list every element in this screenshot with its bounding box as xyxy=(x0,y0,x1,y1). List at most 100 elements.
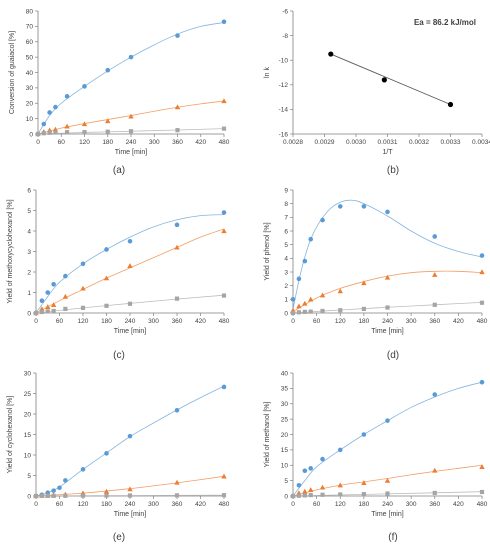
data-point xyxy=(50,302,57,307)
panel-label: (e) xyxy=(113,532,125,543)
y-tick-label: -16 xyxy=(279,131,289,138)
data-point xyxy=(174,244,180,250)
data-point xyxy=(361,432,367,437)
data-point xyxy=(174,493,180,498)
y-tick-label: 15 xyxy=(24,432,32,439)
y-tick-label: 3 xyxy=(284,269,288,276)
y-tick-label: 35 xyxy=(281,386,289,393)
y-tick-label: 1 xyxy=(284,297,288,304)
data-point xyxy=(35,131,41,137)
data-point xyxy=(174,104,181,110)
data-point xyxy=(302,468,308,474)
data-point xyxy=(302,309,307,315)
x-tick-label: 480 xyxy=(219,139,230,146)
x-tick-label: 180 xyxy=(358,318,369,325)
data-point xyxy=(57,485,62,491)
data-point xyxy=(296,493,302,498)
x-tick-label: 180 xyxy=(101,318,112,325)
data-point xyxy=(45,290,51,295)
data-point xyxy=(53,104,58,110)
data-point xyxy=(290,297,296,302)
chart-panel-a: 0 10 20 30 40 50 60 70 80 0 60 120 180 240 300 360 420 48… xyxy=(9,8,230,176)
data-point xyxy=(127,433,133,439)
y-axis-label: Yield of phenol [%] xyxy=(264,222,271,280)
y-tick-label: 6 xyxy=(284,228,288,235)
x-tick-label: 360 xyxy=(429,318,440,325)
data-point xyxy=(47,110,52,115)
data-point xyxy=(221,228,227,234)
y-tick-label: 8 xyxy=(284,201,288,208)
data-point xyxy=(51,493,56,498)
y-tick-label: 5 xyxy=(27,473,31,480)
panel-label: (d) xyxy=(387,350,399,361)
panel-label: (b) xyxy=(387,165,399,176)
data-point xyxy=(80,493,86,498)
x-tick-label: 420 xyxy=(453,318,464,325)
y-tick-label: 50 xyxy=(26,54,34,61)
chart-annotation: Ea = 86.2 kJ/mol xyxy=(414,18,476,27)
data-point xyxy=(221,210,227,215)
data-point xyxy=(320,308,325,314)
x-axis-label: Time [min] xyxy=(115,149,147,156)
y-tick-label: 9 xyxy=(284,187,288,194)
x-axis-label: Time [min] xyxy=(114,511,146,518)
data-point xyxy=(127,486,133,492)
x-tick-label: 300 xyxy=(148,501,159,508)
data-point xyxy=(432,302,437,307)
data-point xyxy=(64,123,70,129)
panel-label: (c) xyxy=(113,350,125,361)
y-tick-label: -12 xyxy=(279,82,289,89)
data-point xyxy=(320,217,325,223)
data-point xyxy=(45,304,51,310)
data-point xyxy=(127,238,133,244)
x-tick-label: 180 xyxy=(101,501,112,508)
x-tick-label: 420 xyxy=(195,501,206,508)
x-tick-label: 60 xyxy=(313,318,321,325)
data-point xyxy=(337,204,343,209)
data-point xyxy=(62,293,69,299)
x-tick-label: 60 xyxy=(58,139,66,146)
data-point xyxy=(104,247,109,252)
data-point xyxy=(105,118,111,124)
data-point xyxy=(63,478,68,483)
data-point xyxy=(319,484,326,490)
y-tick-label: 5 xyxy=(27,208,31,215)
y-axis-label: Conversion of guaiacol [%] xyxy=(9,31,16,114)
y-tick-label: 10 xyxy=(26,116,34,123)
data-point xyxy=(319,292,326,298)
data-point xyxy=(51,488,56,493)
x-tick-label: 480 xyxy=(219,318,230,325)
data-point xyxy=(81,121,88,127)
data-point xyxy=(296,310,302,315)
data-point xyxy=(103,488,110,494)
panel-label: (a) xyxy=(113,165,125,176)
y-tick-label: 30 xyxy=(26,85,34,92)
trend-line-series-0 xyxy=(330,53,451,105)
data-point xyxy=(338,492,343,497)
data-point xyxy=(385,209,390,215)
data-point xyxy=(361,204,367,209)
y-tick-label: 10 xyxy=(281,463,289,470)
data-point xyxy=(337,482,343,488)
data-point xyxy=(221,293,227,298)
x-tick-label: 240 xyxy=(126,139,137,146)
x-tick-label: 480 xyxy=(219,501,230,508)
x-tick-label: 240 xyxy=(382,318,393,325)
data-point xyxy=(174,408,180,413)
x-tick-label: 120 xyxy=(78,318,89,325)
data-point xyxy=(290,493,296,499)
y-tick-label: 0 xyxy=(27,493,31,500)
data-point xyxy=(128,54,134,60)
data-point xyxy=(320,492,325,497)
y-tick-label: 40 xyxy=(281,370,289,377)
panel-label: (f) xyxy=(388,532,397,543)
y-axis-label: Yield of methoxycyclohexanol [%] xyxy=(7,199,14,303)
x-tick-label: 0.0031 xyxy=(378,139,398,146)
data-point xyxy=(51,282,56,287)
x-tick-label: 360 xyxy=(429,501,440,508)
x-tick-label: 0.0034 xyxy=(472,139,490,146)
y-tick-label: 30 xyxy=(24,370,32,377)
data-point xyxy=(63,306,68,311)
